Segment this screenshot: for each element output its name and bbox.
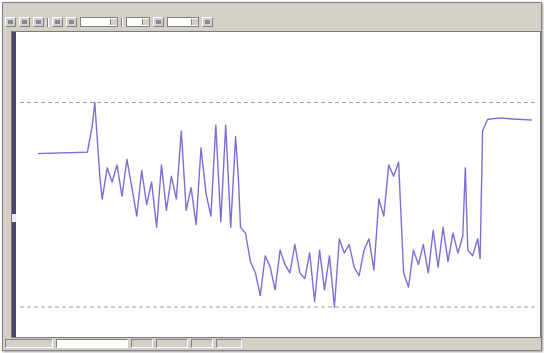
save-button[interactable]	[19, 17, 30, 27]
series-group	[37, 101, 533, 308]
status-field-d	[216, 339, 242, 348]
scale-select[interactable]	[126, 17, 150, 27]
status-field-position[interactable]	[56, 339, 128, 348]
print-button[interactable]	[33, 17, 44, 27]
status-field-a	[131, 339, 153, 348]
gear-icon	[156, 20, 161, 24]
menu-bar	[6, 5, 36, 14]
status-field-mode	[5, 339, 53, 348]
status-field-b	[156, 339, 188, 348]
range-select[interactable]	[167, 17, 199, 27]
print-icon	[36, 20, 41, 24]
chevron-down-icon	[142, 19, 149, 25]
open-button[interactable]	[5, 17, 16, 27]
vertical-scrollbar[interactable]	[12, 32, 16, 337]
status-bar	[5, 339, 537, 348]
open-icon	[8, 20, 13, 24]
toolbar	[5, 16, 537, 28]
save-icon	[22, 20, 27, 24]
reference-lines	[20, 101, 536, 308]
status-field-c	[191, 339, 213, 348]
cursor-button[interactable]	[66, 17, 77, 27]
toolbar-separator	[47, 17, 49, 27]
series-line-1	[37, 101, 533, 308]
channel-select[interactable]	[80, 17, 118, 27]
chevron-down-icon	[110, 19, 117, 25]
cursor-icon	[69, 20, 74, 24]
scroll-thumb[interactable]	[12, 214, 16, 222]
line-chart	[20, 101, 536, 308]
toolbar-separator	[121, 17, 123, 27]
export-button[interactable]	[202, 17, 213, 27]
export-icon	[205, 20, 210, 24]
zoom-icon	[55, 20, 60, 24]
chevron-down-icon	[191, 19, 198, 25]
plot-panel[interactable]	[11, 31, 541, 338]
settings-button[interactable]	[153, 17, 164, 27]
zoom-button[interactable]	[52, 17, 63, 27]
